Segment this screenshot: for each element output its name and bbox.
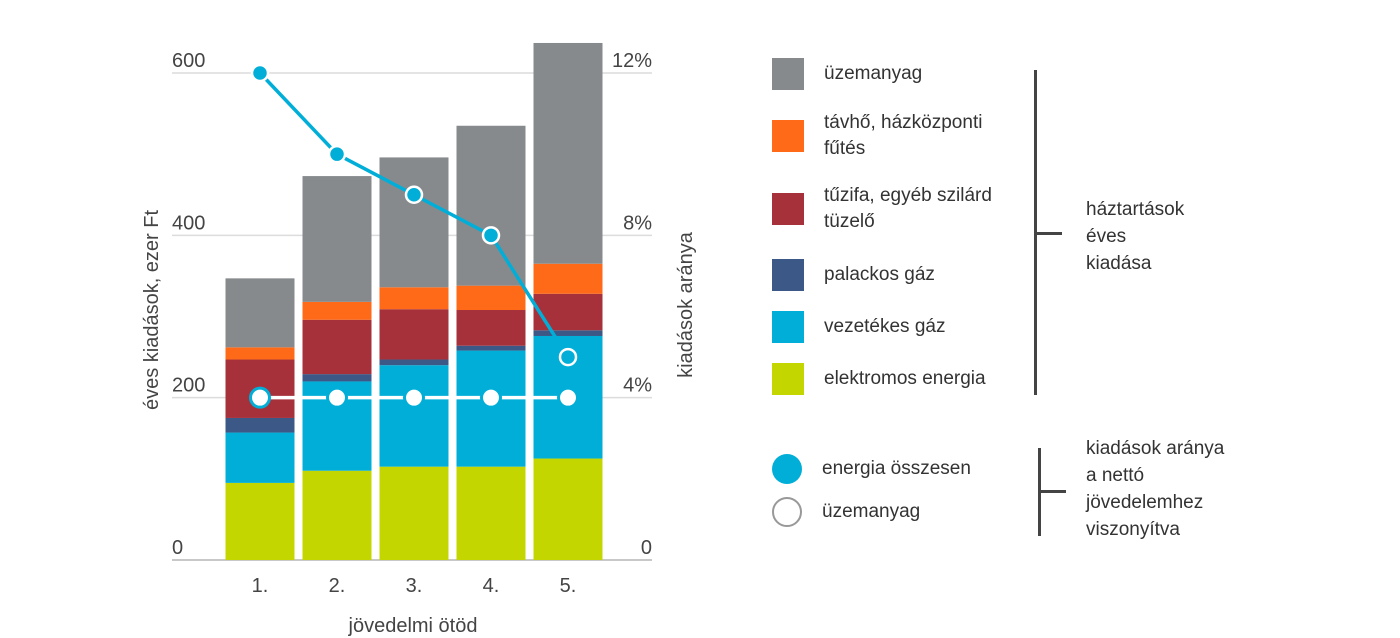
legend-marker-filled <box>772 454 802 484</box>
y-tick-label: 600 <box>172 50 205 72</box>
line-point <box>558 347 578 367</box>
y-tick-label: 0 <box>172 537 183 559</box>
bar-segment <box>456 285 526 311</box>
legend-bracket-tick <box>1038 490 1066 493</box>
legend-marker-hollow <box>772 497 802 527</box>
bar-segment <box>533 293 603 331</box>
legend-item-energia-osszesen: energia összesen <box>772 454 971 484</box>
bar-segment <box>302 470 372 560</box>
bar-segment <box>456 466 526 560</box>
line-point <box>327 144 347 164</box>
legend-label: távhő, házközponti fűtés <box>824 112 983 159</box>
bar-segment <box>379 287 449 310</box>
x-tick-label: 1. <box>252 575 269 597</box>
legend-label: elektromos energia <box>824 368 986 389</box>
legend-label: üzemanyag <box>824 63 923 84</box>
chart: 0 200 400 600 0 4% 8% 12% 1. 2. 3. 4. 5. jövedelmi ö… <box>141 42 697 637</box>
legend-group-line: jövedelemhez <box>1086 492 1204 513</box>
legend-swatch <box>772 193 804 225</box>
bar-segment <box>225 432 295 483</box>
legend-label: palackos gáz <box>824 264 935 285</box>
bar-segment <box>456 345 526 351</box>
legend-label: energia összesen <box>822 458 971 479</box>
bar-segment <box>302 176 372 302</box>
bar-segment <box>225 278 295 348</box>
y2-tick-label: 4% <box>623 375 652 397</box>
legend-group-line: kiadása <box>1086 253 1152 274</box>
bar-segment <box>302 319 372 375</box>
bar-segment <box>225 417 295 433</box>
legend-swatch <box>772 120 804 152</box>
y2-tick-label: 0 <box>641 537 652 559</box>
x-tick-label: 2. <box>329 575 346 597</box>
legend-swatch <box>772 311 804 343</box>
y2-tick-label: 8% <box>623 212 652 234</box>
line-point <box>481 226 501 245</box>
bar-segment <box>302 301 372 320</box>
line-point <box>403 386 425 409</box>
legend-item-vezetekes-gaz: vezetékes gáz <box>772 311 945 343</box>
legend-group-line: kiadások aránya <box>1086 438 1225 459</box>
legend-group-label-expenses: háztartások éves kiadása <box>1086 196 1184 277</box>
legend-item-uzemanyag-ratio: üzemanyag <box>772 497 920 527</box>
legend-item-palackos-gaz: palackos gáz <box>772 259 935 291</box>
legend-group-line: viszonyítva <box>1086 519 1180 540</box>
bar-segment <box>456 125 526 286</box>
bar-segment <box>302 374 372 382</box>
ratio-lines <box>249 63 579 409</box>
legend-label: üzemanyag <box>822 501 921 522</box>
bar-segment <box>379 359 449 366</box>
line-point <box>480 386 502 409</box>
legend-label: vezetékes gáz <box>824 316 946 337</box>
bar-segment <box>379 466 449 560</box>
y-tick-label: 400 <box>172 212 205 234</box>
legend-group-line: háztartások <box>1086 199 1185 220</box>
bar-segment <box>533 458 603 560</box>
legend-item-tuzifa: tűzifa, egyéb szilárd tüzelő <box>772 183 1024 235</box>
legend-group-label-ratio: kiadások aránya a nettó jövedelemhez vis… <box>1086 435 1224 543</box>
bar-segment <box>379 157 449 288</box>
axis-ticks: 0 200 400 600 0 4% 8% 12% 1. 2. 3. 4. 5. <box>172 50 652 597</box>
bar-segment <box>533 330 603 336</box>
legend-group-line: a nettó <box>1086 465 1145 486</box>
line-point <box>326 386 348 409</box>
y2-tick-label: 12% <box>612 50 652 72</box>
legend-swatch <box>772 259 804 291</box>
line-point <box>404 185 424 204</box>
bar-segment <box>379 365 449 467</box>
line-point <box>249 386 271 409</box>
bar-segment <box>379 309 449 360</box>
legend-item-elektromos-energia: elektromos energia <box>772 363 986 395</box>
legend-item-tavho: távhő, házközponti fűtés <box>772 110 1014 162</box>
y-tick-label: 200 <box>172 375 205 397</box>
legend-bracket-tick <box>1034 232 1062 235</box>
bar-segment <box>225 347 295 360</box>
bar-segment <box>533 42 603 264</box>
y-axis-title: éves kiadások, ezer Ft <box>141 210 163 411</box>
bar-segment <box>456 310 526 346</box>
x-tick-label: 4. <box>483 575 500 597</box>
x-tick-label: 5. <box>560 575 577 597</box>
bar-segment <box>533 263 603 294</box>
line-point <box>557 386 579 409</box>
legend-group-line: éves <box>1086 226 1127 247</box>
legend-item-uzemanyag: üzemanyag <box>772 58 922 90</box>
legend-label: tűzifa, egyéb szilárd tüzelő <box>824 185 992 232</box>
x-axis-title: jövedelmi ötöd <box>348 615 478 637</box>
legend-swatch <box>772 363 804 395</box>
x-tick-label: 3. <box>406 575 423 597</box>
legend-swatch <box>772 58 804 90</box>
bar-segment <box>225 482 295 560</box>
bars <box>225 42 603 560</box>
y2-axis-title: kiadások aránya <box>675 231 697 378</box>
line-point <box>250 63 270 83</box>
